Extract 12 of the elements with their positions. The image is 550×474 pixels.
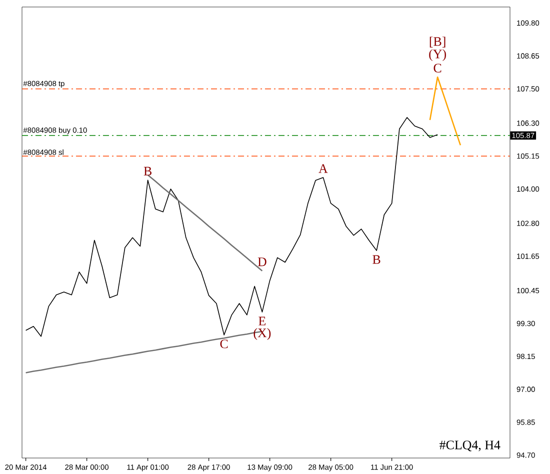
annotation: (X) bbox=[254, 328, 271, 340]
annotation: D bbox=[258, 258, 266, 266]
annotation: [B] bbox=[430, 36, 446, 48]
annotation: B bbox=[144, 166, 152, 176]
line-series bbox=[429, 76, 462, 146]
annotation: A bbox=[318, 164, 328, 173]
annotation: B bbox=[372, 255, 380, 264]
annotation: #CLQ4, H4 bbox=[440, 440, 500, 452]
annotation: C bbox=[434, 64, 442, 72]
annotation: C bbox=[220, 340, 228, 348]
annotation: (Y) bbox=[429, 49, 446, 61]
annotation: E bbox=[258, 316, 266, 326]
